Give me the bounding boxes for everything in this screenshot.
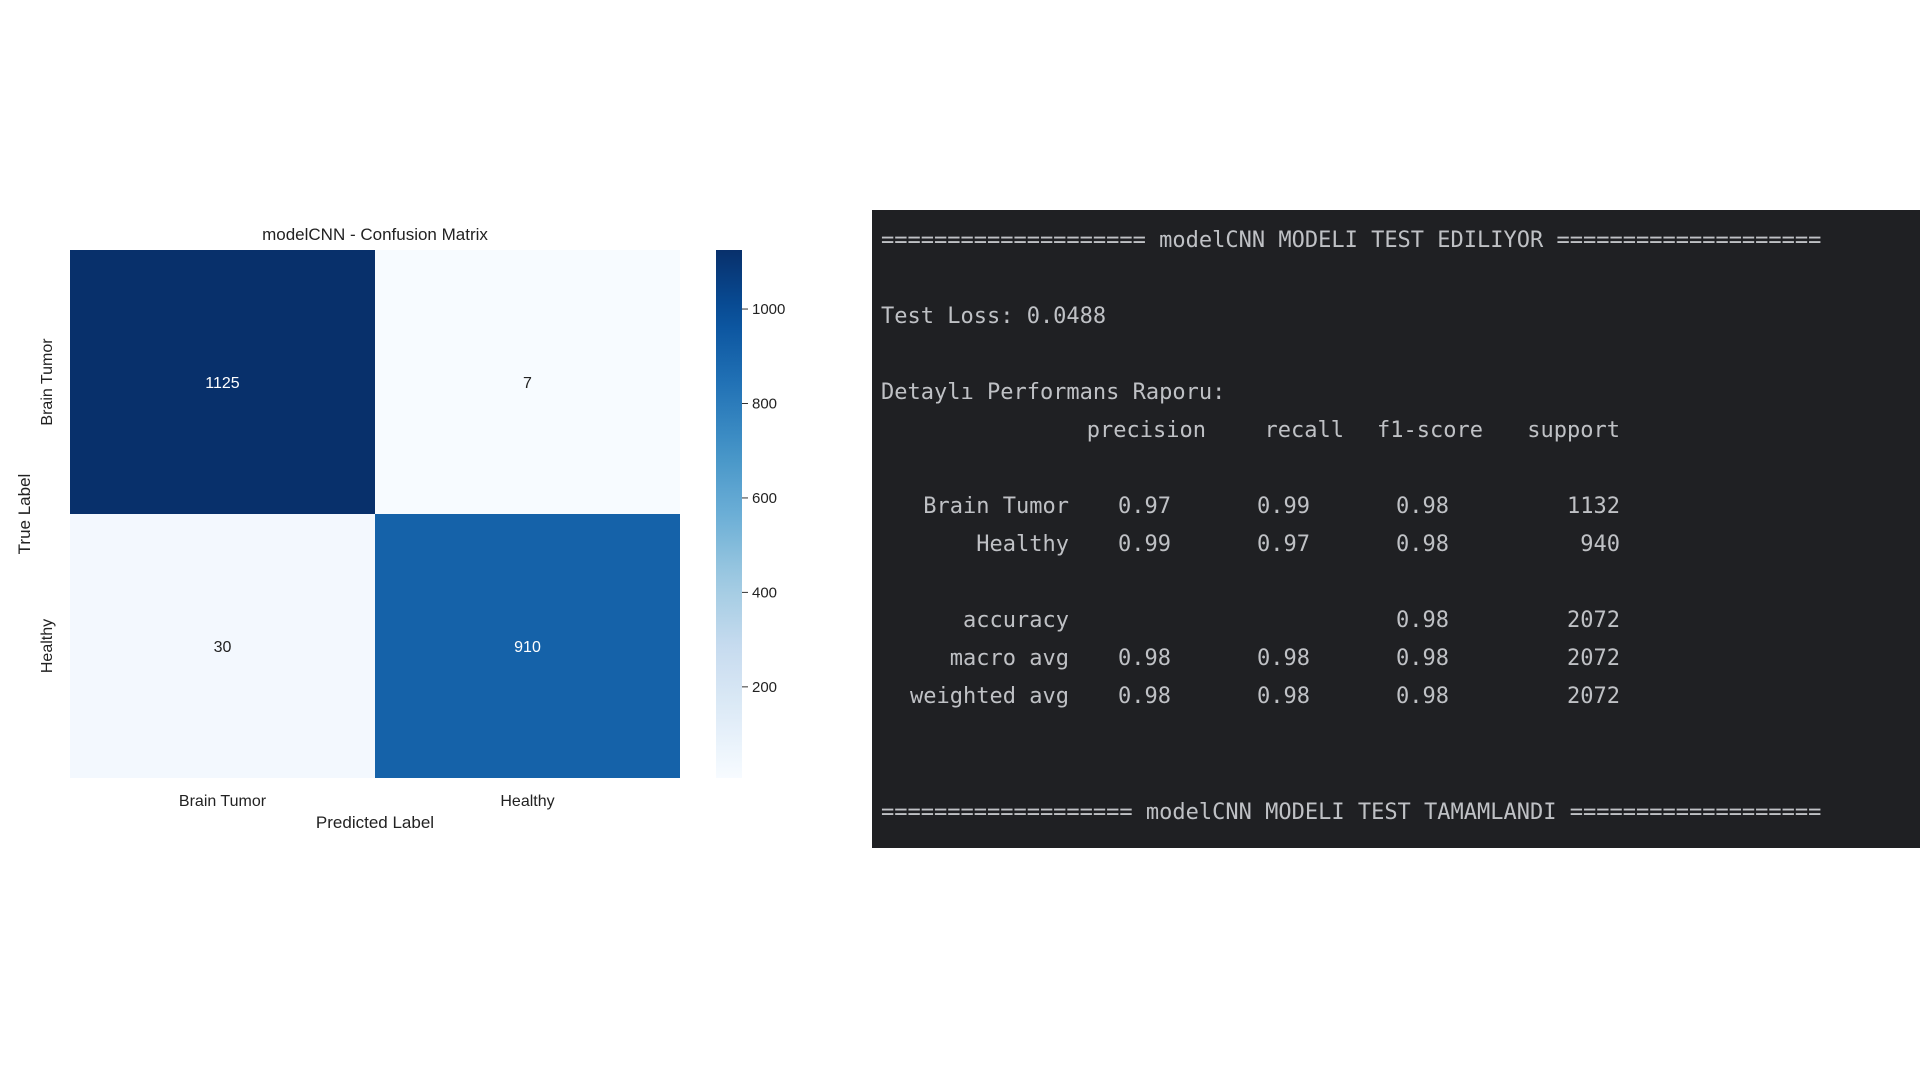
- test-loss-line: Test Loss: 0.0488: [881, 304, 1107, 329]
- row-precision: 0.97: [1118, 494, 1171, 519]
- row-recall: 0.98: [1257, 684, 1310, 709]
- chart-title: modelCNN - Confusion Matrix: [262, 225, 488, 244]
- report-row: macro avg 0.98 0.98 0.98 2072: [881, 646, 1641, 672]
- cell-value-label: 7: [523, 375, 532, 392]
- row-label: Brain Tumor: [923, 494, 1069, 519]
- terminal-header: ==================== modelCNN MODELI TES…: [881, 228, 1822, 253]
- report-row: weighted avg 0.98 0.98 0.98 2072: [881, 684, 1641, 710]
- report-header-row: precision recall f1-score support: [881, 418, 1641, 444]
- row-label: weighted avg: [910, 684, 1069, 709]
- col-f1-score: f1-score: [1377, 418, 1483, 443]
- confusion-matrix-panel: modelCNN - Confusion Matrix 1125 7 30 910 Bra…: [0, 0, 860, 1080]
- report-row: Healthy 0.99 0.97 0.98 940: [881, 532, 1641, 558]
- row-recall: 0.97: [1257, 532, 1310, 557]
- y-axis-label: True Label: [15, 474, 34, 555]
- cell-value-label: 1125: [205, 375, 240, 392]
- colorbar-tick-label: 600: [752, 490, 777, 507]
- row-label: accuracy: [963, 608, 1069, 633]
- colorbar-tick-label: 1000: [752, 301, 785, 318]
- row-recall: 0.99: [1257, 494, 1310, 519]
- row-label: Healthy: [976, 532, 1069, 557]
- col-recall: recall: [1264, 418, 1344, 443]
- cell-value-label: 910: [514, 639, 541, 656]
- row-label: macro avg: [949, 646, 1069, 671]
- heatmap-cell: [70, 250, 375, 514]
- col-precision: precision: [1086, 418, 1206, 443]
- cell-value-label: 30: [214, 639, 232, 656]
- row-support: 2072: [1567, 608, 1620, 633]
- row-precision: 0.98: [1118, 684, 1171, 709]
- heatmap-cell: [375, 514, 680, 778]
- row-support: 1132: [1567, 494, 1620, 519]
- row-f1: 0.98: [1396, 684, 1449, 709]
- row-f1: 0.98: [1396, 608, 1449, 633]
- row-f1: 0.98: [1396, 646, 1449, 671]
- x-tick-label: Healthy: [500, 793, 554, 810]
- colorbar-tick-label: 400: [752, 584, 777, 601]
- heatmap-cell: [70, 514, 375, 778]
- colorbar-tick-label: 200: [752, 679, 777, 696]
- report-row: Brain Tumor 0.97 0.99 0.98 1132: [881, 494, 1641, 520]
- colorbar: [716, 250, 742, 778]
- row-precision: 0.98: [1118, 646, 1171, 671]
- row-support: 940: [1580, 532, 1620, 557]
- confusion-matrix-chart: modelCNN - Confusion Matrix 1125 7 30 910 Bra…: [15, 225, 785, 832]
- y-tick-label: Healthy: [39, 619, 56, 673]
- x-tick-label: Brain Tumor: [179, 793, 267, 810]
- col-support: support: [1527, 418, 1620, 443]
- row-support: 2072: [1567, 646, 1620, 671]
- x-axis-label: Predicted Label: [316, 813, 434, 832]
- report-row: accuracy 0.98 2072: [881, 608, 1641, 634]
- terminal-output: ==================== modelCNN MODELI TES…: [872, 210, 1920, 848]
- row-f1: 0.98: [1396, 532, 1449, 557]
- y-tick-label: Brain Tumor: [39, 338, 56, 426]
- row-recall: 0.98: [1257, 646, 1310, 671]
- terminal-footer: =================== modelCNN MODELI TEST…: [881, 800, 1822, 825]
- row-precision: 0.99: [1118, 532, 1171, 557]
- row-support: 2072: [1567, 684, 1620, 709]
- report-title: Detaylı Performans Raporu:: [881, 380, 1226, 405]
- row-f1: 0.98: [1396, 494, 1449, 519]
- colorbar-tick-label: 800: [752, 395, 777, 412]
- heatmap-cell: [375, 250, 680, 514]
